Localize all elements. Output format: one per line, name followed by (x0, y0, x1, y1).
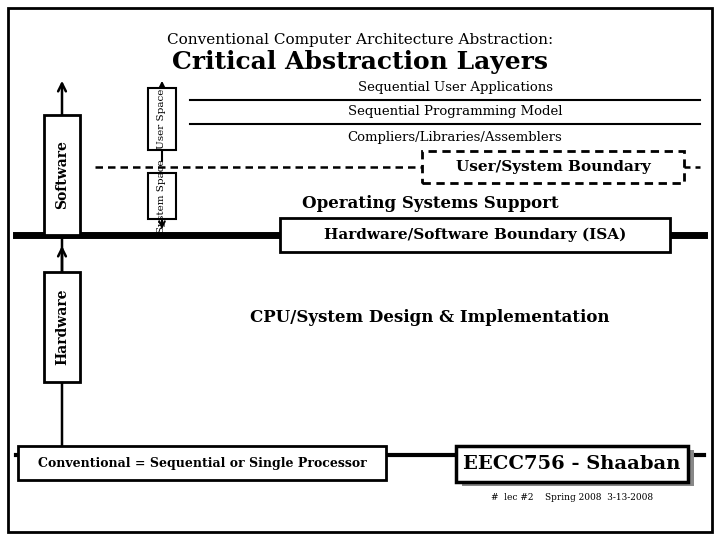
Text: Critical Abstraction Layers: Critical Abstraction Layers (172, 50, 548, 74)
FancyBboxPatch shape (422, 151, 684, 183)
Text: Conventional Computer Architecture Abstraction:: Conventional Computer Architecture Abstr… (167, 33, 553, 47)
Text: Sequential User Applications: Sequential User Applications (358, 82, 552, 94)
FancyBboxPatch shape (462, 450, 694, 486)
Text: Software: Software (55, 140, 69, 210)
FancyBboxPatch shape (18, 446, 386, 480)
Text: Hardware/Software Boundary (ISA): Hardware/Software Boundary (ISA) (324, 228, 626, 242)
Text: User Space: User Space (158, 89, 166, 149)
Text: User/System Boundary: User/System Boundary (456, 160, 650, 174)
Text: EECC756 - Shaaban: EECC756 - Shaaban (463, 455, 680, 473)
FancyBboxPatch shape (456, 446, 688, 482)
Text: Sequential Programming Model: Sequential Programming Model (348, 105, 562, 118)
FancyBboxPatch shape (44, 115, 80, 235)
Text: #  lec #2    Spring 2008  3-13-2008: # lec #2 Spring 2008 3-13-2008 (491, 492, 653, 502)
FancyBboxPatch shape (44, 272, 80, 382)
Text: Conventional = Sequential or Single Processor: Conventional = Sequential or Single Proc… (37, 456, 366, 469)
Text: CPU/System Design & Implementation: CPU/System Design & Implementation (251, 309, 610, 327)
Text: Compliers/Libraries/Assemblers: Compliers/Libraries/Assemblers (348, 132, 562, 145)
FancyBboxPatch shape (148, 173, 176, 219)
FancyBboxPatch shape (148, 88, 176, 150)
FancyBboxPatch shape (8, 8, 712, 532)
Text: Hardware: Hardware (55, 289, 69, 365)
Text: System Space: System Space (158, 159, 166, 233)
FancyBboxPatch shape (280, 218, 670, 252)
Text: Operating Systems Support: Operating Systems Support (302, 195, 558, 213)
